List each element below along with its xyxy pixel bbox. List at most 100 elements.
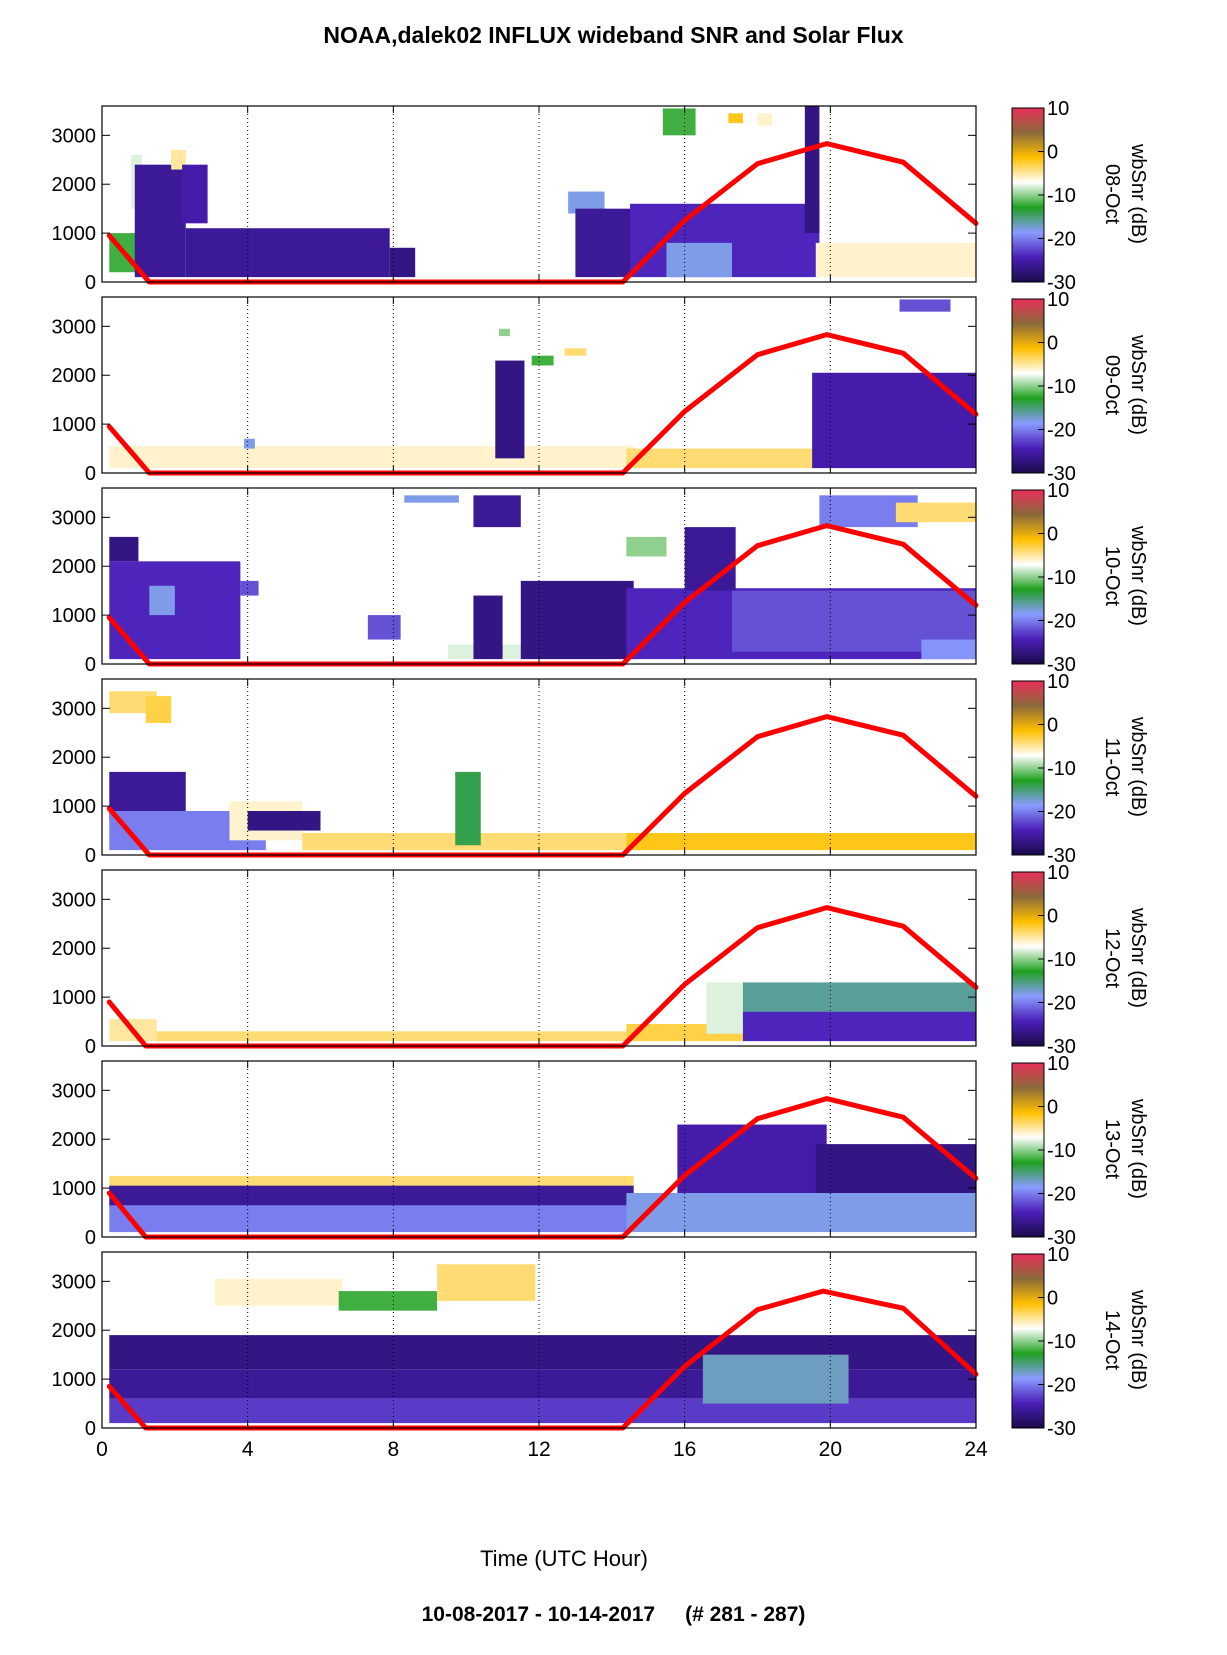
snr-region bbox=[564, 348, 587, 356]
y-tick-label: 0 bbox=[85, 1227, 96, 1249]
y-tick-label: 2000 bbox=[52, 174, 97, 196]
colorbar-09-Oct: 10 0 -10 -20 -30 wbSnr (dB)09-Oct bbox=[1011, 289, 1149, 485]
colorbar-12-Oct: 10 0 -10 -20 -30 wbSnr (dB)12-Oct bbox=[1011, 862, 1149, 1058]
colorbar-label: wbSnr (dB) bbox=[1127, 1289, 1149, 1390]
y-tick-label: 3000 bbox=[52, 1080, 97, 1102]
colorbar-tick-label: -10 bbox=[1047, 758, 1076, 780]
colorbar-tick-label: -10 bbox=[1047, 949, 1076, 971]
colorbar-label: wbSnr (dB) bbox=[1127, 907, 1149, 1008]
colorbar-label: wbSnr (dB) bbox=[1127, 143, 1149, 244]
y-tick-label: 1000 bbox=[52, 987, 97, 1009]
x-tick-label: 12 bbox=[527, 1438, 550, 1461]
y-tick-label: 3000 bbox=[52, 889, 97, 911]
y-tick-label: 1000 bbox=[52, 223, 97, 245]
y-tick-label: 1000 bbox=[52, 414, 97, 436]
snr-region bbox=[575, 208, 634, 278]
chart-title: NOAA,dalek02 INFLUX wideband SNR and Sol… bbox=[323, 22, 904, 48]
snr-region bbox=[812, 372, 976, 469]
colorbar-tick-label: -20 bbox=[1047, 229, 1076, 251]
colorbar-10-Oct: 10 0 -10 -20 -30 wbSnr (dB)10-Oct bbox=[1011, 480, 1149, 676]
snr-region bbox=[662, 108, 696, 136]
panel-date-label: 12-Oct bbox=[1101, 928, 1123, 988]
y-tick-label: 0 bbox=[85, 1036, 96, 1058]
x-tick-label: 8 bbox=[387, 1438, 399, 1461]
snr-region bbox=[214, 1278, 343, 1306]
colorbar-tick-label: 10 bbox=[1047, 480, 1069, 502]
y-tick-label: 0 bbox=[85, 845, 96, 867]
snr-region bbox=[626, 833, 976, 851]
y-tick-label: 0 bbox=[85, 463, 96, 485]
colorbar-label: wbSnr (dB) bbox=[1127, 525, 1149, 626]
y-tick-label: 1000 bbox=[52, 605, 97, 627]
snr-region bbox=[895, 502, 976, 523]
snr-region bbox=[495, 360, 525, 459]
snr-region bbox=[742, 1011, 976, 1042]
snr-region bbox=[702, 1354, 849, 1404]
panel-date-label: 14-Oct bbox=[1101, 1310, 1123, 1370]
colorbar-tick-label: -10 bbox=[1047, 376, 1076, 398]
snr-region bbox=[156, 1031, 631, 1042]
colorbar-tick-label: -10 bbox=[1047, 185, 1076, 207]
colorbar-tick-label: 10 bbox=[1047, 98, 1069, 120]
colorbar-tick-label: -20 bbox=[1047, 420, 1076, 442]
y-tick-label: 2000 bbox=[52, 1320, 97, 1342]
snr-region bbox=[109, 536, 139, 562]
y-tick-label: 0 bbox=[85, 1418, 96, 1440]
colorbar-tick-label: -20 bbox=[1047, 802, 1076, 824]
snr-region bbox=[109, 1175, 634, 1189]
snr-region bbox=[182, 164, 208, 224]
snr-region bbox=[473, 495, 521, 528]
y-tick-label: 3000 bbox=[52, 125, 97, 147]
snr-region bbox=[677, 1124, 827, 1193]
panel-08-Oct: 0 1000 2000 3000 10 0 -10 -20 -30 wbSnr (dB)08-Oc… bbox=[52, 98, 1150, 294]
colorbar-tick-label: 10 bbox=[1047, 289, 1069, 311]
footer: 10-08-2017 - 10-14-2017 (# 281 - 287) bbox=[0, 1603, 1227, 1627]
y-tick-label: 2000 bbox=[52, 938, 97, 960]
snr-region bbox=[109, 691, 157, 714]
colorbar-tick-label: -10 bbox=[1047, 1140, 1076, 1162]
x-tick-label: 20 bbox=[819, 1438, 842, 1461]
colorbar-tick-label: 0 bbox=[1047, 1288, 1058, 1310]
panel-date-label: 10-Oct bbox=[1101, 546, 1123, 606]
y-tick-label: 3000 bbox=[52, 698, 97, 720]
panel-14-Oct: 0 1000 2000 3000 10 0 -10 -20 -30 wbSnr (dB)14-Oc… bbox=[52, 1244, 1150, 1440]
colorbar-tick-label: -20 bbox=[1047, 1375, 1076, 1397]
colorbar-label: wbSnr (dB) bbox=[1127, 1098, 1149, 1199]
snr-region bbox=[531, 355, 554, 366]
snr-region bbox=[109, 1205, 634, 1233]
snr-region bbox=[473, 595, 503, 660]
x-tick-label: 24 bbox=[964, 1438, 988, 1461]
panel-09-Oct: 0 1000 2000 3000 10 0 -10 -20 -30 wbSnr (dB)09-Oc… bbox=[52, 289, 1150, 485]
snr-region bbox=[109, 1185, 634, 1208]
panel-date-label: 09-Oct bbox=[1101, 355, 1123, 415]
x-axis-label: Time (UTC Hour) bbox=[480, 1546, 648, 1571]
colorbar-13-Oct: 10 0 -10 -20 -30 wbSnr (dB)13-Oct bbox=[1011, 1053, 1149, 1249]
x-tick-label: 16 bbox=[673, 1438, 696, 1461]
colorbar-tick-label: -30 bbox=[1047, 463, 1076, 485]
snr-region bbox=[338, 1291, 438, 1311]
snr-region bbox=[815, 1144, 976, 1193]
panel-date-label: 11-Oct bbox=[1101, 738, 1123, 797]
panel-13-Oct: 0 1000 2000 3000 10 0 -10 -20 -30 wbSnr (dB)13-Oc… bbox=[52, 1053, 1150, 1249]
colorbar-tick-label: -30 bbox=[1047, 1036, 1076, 1058]
record-range: (# 281 - 287) bbox=[685, 1603, 806, 1626]
panel-date-label: 13-Oct bbox=[1101, 1119, 1123, 1179]
x-tick-label: 4 bbox=[242, 1438, 254, 1461]
colorbar-11-Oct: 10 0 -10 -20 -30 wbSnr (dB)11-Oct bbox=[1011, 671, 1149, 867]
date-range: 10-08-2017 - 10-14-2017 bbox=[421, 1603, 656, 1626]
y-tick-label: 3000 bbox=[52, 316, 97, 338]
panel-10-Oct: 0 1000 2000 3000 10 0 -10 -20 -30 wbSnr (dB)10-Oc… bbox=[52, 480, 1150, 676]
y-tick-label: 1000 bbox=[52, 1178, 97, 1200]
snr-region bbox=[626, 1193, 976, 1233]
y-tick-label: 1000 bbox=[52, 1369, 97, 1391]
snr-region bbox=[240, 580, 259, 596]
snr-region bbox=[145, 696, 172, 723]
snr-region bbox=[149, 585, 175, 616]
snr-region bbox=[815, 242, 976, 278]
colorbar-tick-label: 10 bbox=[1047, 862, 1069, 884]
y-tick-label: 2000 bbox=[52, 1129, 97, 1151]
x-tick-label: 0 bbox=[96, 1438, 108, 1461]
colorbar-tick-label: -30 bbox=[1047, 1418, 1076, 1440]
y-tick-label: 3000 bbox=[52, 507, 97, 529]
